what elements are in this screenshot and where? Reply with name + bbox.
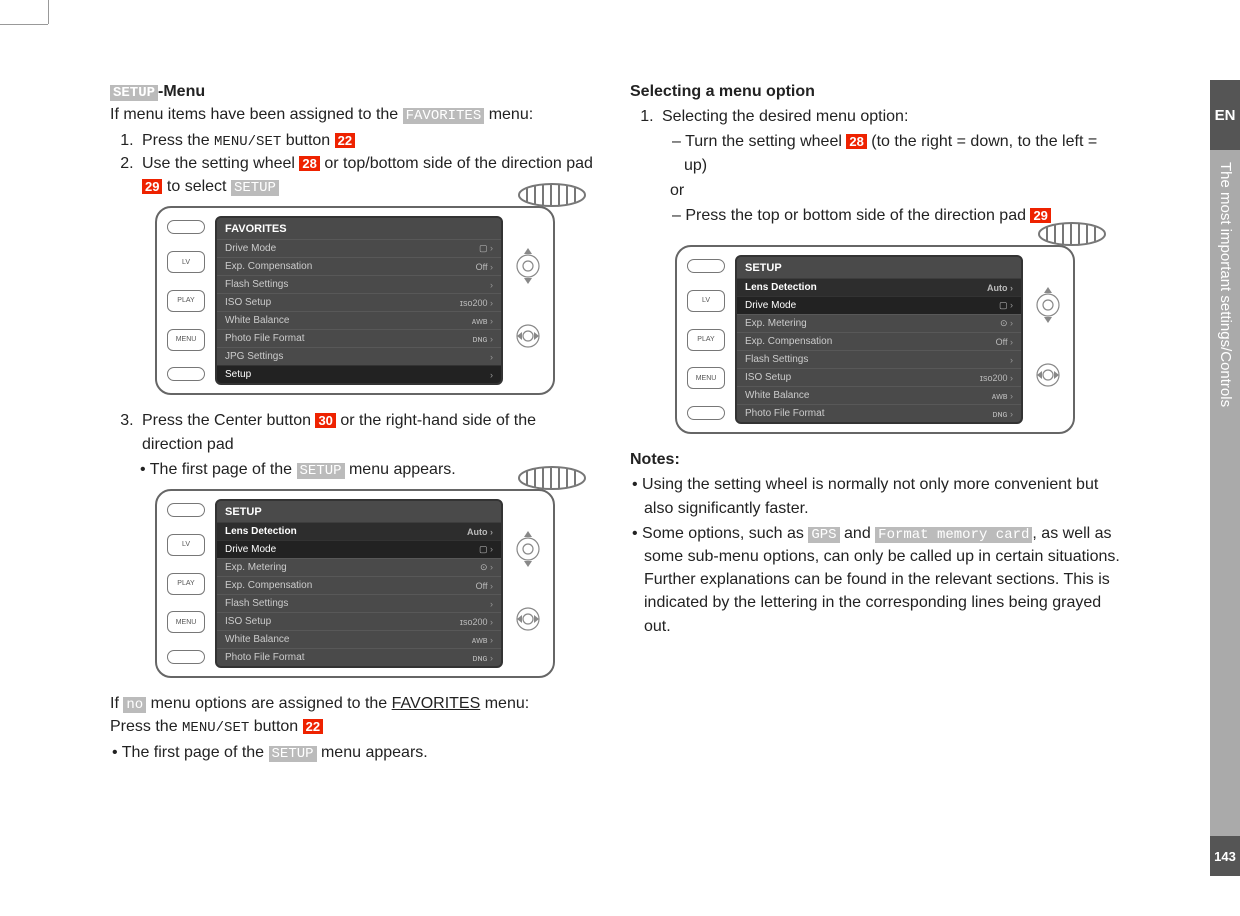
lcd-row: White Balanceᴀᴡʙ	[217, 630, 501, 648]
right-step-1: Selecting the desired menu option:	[658, 105, 1120, 128]
lcd-row: White Balanceᴀᴡʙ	[737, 386, 1021, 404]
lcd-row: Drive Mode▢	[737, 296, 1021, 314]
menu-button: MENU	[167, 329, 205, 351]
step-1: Press the MENU/SET button 22	[138, 129, 600, 152]
bottom-bullet: • The first page of the SETUP menu appea…	[110, 741, 600, 764]
lcd-row: Flash Settings	[737, 350, 1021, 368]
lcd-row: White Balanceᴀᴡʙ	[217, 311, 501, 329]
bottom-button	[167, 367, 205, 381]
lcd-row: Flash Settings	[217, 594, 501, 612]
direction-pad-icon	[513, 216, 543, 385]
top-button	[167, 220, 205, 234]
camera-illustration-setup-1: LV PLAY MENU SETUP Lens DetectionAutoDri…	[155, 489, 555, 678]
lcd-title: FAVORITES	[217, 218, 501, 239]
lcd-row: Lens DetectionAuto	[737, 278, 1021, 296]
notes-label: Notes:	[630, 448, 1120, 471]
language-tab: EN	[1210, 80, 1240, 150]
lcd-row: Exp. CompensationOff	[737, 332, 1021, 350]
ref-30: 30	[315, 413, 335, 428]
intro-line: If menu items have been assigned to the …	[110, 103, 600, 126]
lcd-setup-2: SETUP Lens DetectionAutoDrive Mode▢Exp. …	[735, 255, 1023, 424]
lcd-row: Drive Mode▢	[217, 239, 501, 257]
lv-button: LV	[167, 251, 205, 273]
side-buttons: LV PLAY MENU	[167, 499, 205, 668]
direction-pad-icon	[1033, 255, 1063, 424]
ref-28: 28	[299, 156, 319, 171]
ref-22b: 22	[303, 719, 323, 734]
or-line: or	[670, 179, 1120, 202]
note-1: • Using the setting wheel is normally no…	[630, 473, 1120, 519]
side-buttons: LV PLAY MENU	[687, 255, 725, 424]
ref-29: 29	[142, 179, 162, 194]
favorites-tag: FAVORITES	[403, 108, 485, 124]
setting-wheel-icon	[517, 461, 587, 500]
lcd-row: Photo File Formatᴅɴɢ	[737, 404, 1021, 422]
press-menu-line: Press the MENU/SET button 22	[110, 715, 600, 738]
camera-illustration-setup-2: LV PLAY MENU SETUP Lens DetectionAutoDri…	[675, 245, 1075, 434]
lcd-row: ISO Setupɪsᴏ200	[217, 612, 501, 630]
lcd-favorites: FAVORITES Drive Mode▢Exp. CompensationOf…	[215, 216, 503, 385]
right-column: Selecting a menu option Selecting the de…	[630, 80, 1120, 876]
step-3: Press the Center button 30 or the right-…	[138, 409, 600, 455]
lcd-row: Exp. CompensationOff	[217, 576, 501, 594]
left-column: SETUP-Menu If menu items have been assig…	[110, 80, 600, 876]
camera-illustration-favorites: LV PLAY MENU FAVORITES Drive Mode▢Exp. C…	[155, 206, 555, 395]
lcd-row: Exp. Metering⊙	[217, 558, 501, 576]
lcd-row: Exp. Metering⊙	[737, 314, 1021, 332]
setup-tag: SETUP	[110, 85, 158, 101]
no-tag: no	[123, 697, 146, 713]
lcd-title: SETUP	[737, 257, 1021, 278]
play-button: PLAY	[167, 290, 205, 312]
ref-28b: 28	[846, 134, 866, 149]
format-card-tag: Format memory card	[875, 527, 1032, 543]
lcd-row: Flash Settings	[217, 275, 501, 293]
setting-wheel-icon	[517, 178, 587, 217]
selecting-heading: Selecting a menu option	[630, 80, 1120, 103]
lcd-title: SETUP	[217, 501, 501, 522]
side-buttons: LV PLAY MENU	[167, 216, 205, 385]
lcd-row-setup: Setup	[217, 365, 501, 383]
setup-tag-inline: SETUP	[231, 180, 279, 196]
lcd-row: ISO Setupɪsᴏ200	[737, 368, 1021, 386]
no-favorites-line: If no menu options are assigned to the F…	[110, 692, 600, 715]
page-number: 143	[1210, 836, 1240, 876]
section-tab: The most important settings/Controls	[1210, 150, 1240, 836]
right-steps: Selecting the desired menu option:	[630, 105, 1120, 128]
side-tabs: EN The most important settings/Controls …	[1210, 0, 1240, 916]
lcd-setup: SETUP Lens DetectionAutoDrive Mode▢Exp. …	[215, 499, 503, 668]
direction-pad-icon	[513, 499, 543, 668]
lcd-row: JPG Settings	[217, 347, 501, 365]
lcd-row: Photo File Formatᴅɴɢ	[217, 648, 501, 666]
lcd-row: Drive Mode▢	[217, 540, 501, 558]
ref-22: 22	[335, 133, 355, 148]
lcd-row: ISO Setupɪsᴏ200	[217, 293, 501, 311]
lcd-row: Lens DetectionAuto	[217, 522, 501, 540]
steps-list-3: Press the Center button 30 or the right-…	[110, 409, 600, 455]
dash-1: – Turn the setting wheel 28 (to the righ…	[670, 130, 1120, 176]
lcd-row: Photo File Formatᴅɴɢ	[217, 329, 501, 347]
setting-wheel-icon	[1037, 217, 1107, 256]
note-2: • Some options, such as GPS and Format m…	[630, 522, 1120, 638]
gps-tag: GPS	[808, 527, 839, 543]
page: SETUP-Menu If menu items have been assig…	[0, 0, 1240, 916]
lcd-row: Exp. CompensationOff	[217, 257, 501, 275]
setup-menu-heading: SETUP-Menu	[110, 80, 600, 103]
